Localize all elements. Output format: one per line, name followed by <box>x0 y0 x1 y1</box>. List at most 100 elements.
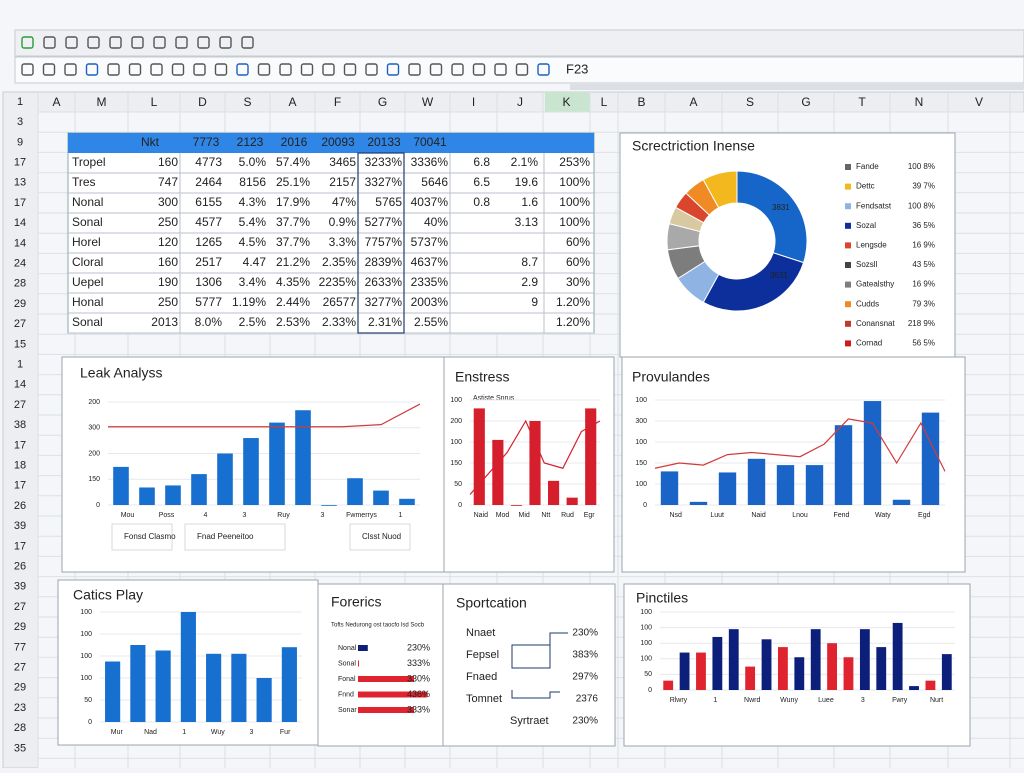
row-header[interactable]: 29 <box>14 621 26 633</box>
column-header[interactable]: S <box>746 95 754 109</box>
table-cell[interactable]: 3277% <box>365 295 403 309</box>
table-cell[interactable]: 3.13 <box>515 215 539 229</box>
table-cell[interactable]: 4637% <box>411 255 449 269</box>
tool-button[interactable] <box>64 63 77 76</box>
row-header[interactable]: 1 <box>17 359 23 371</box>
table-cell[interactable]: 2235% <box>319 275 357 289</box>
tool-button[interactable] <box>343 63 357 76</box>
row-header[interactable]: 3 <box>17 116 23 128</box>
row-header[interactable]: 17 <box>14 540 26 552</box>
table-cell[interactable]: 40% <box>424 215 448 229</box>
tool-button[interactable] <box>429 63 443 76</box>
table-cell[interactable]: 8156 <box>239 175 266 189</box>
table-cell[interactable]: Sonal <box>72 315 103 329</box>
table-cell[interactable]: 5.4% <box>239 215 267 229</box>
table-cell[interactable]: 2.55% <box>414 315 448 329</box>
tool-button[interactable] <box>171 63 185 76</box>
row-header[interactable]: 35 <box>14 742 26 754</box>
table-cell[interactable]: 253% <box>559 155 590 169</box>
table-cell[interactable]: Nonal <box>72 195 103 209</box>
row-header[interactable]: 39 <box>14 581 26 593</box>
tool-button[interactable] <box>408 63 421 76</box>
tool-button[interactable] <box>42 63 56 76</box>
row-header[interactable]: 24 <box>14 258 26 270</box>
row-header[interactable]: 18 <box>14 460 26 472</box>
table-cell[interactable]: 6.8 <box>473 155 490 169</box>
table-cell[interactable]: 120 <box>158 235 178 249</box>
table-cell[interactable]: 3233% <box>365 155 403 169</box>
table-cell[interactable]: 19.6 <box>515 175 539 189</box>
tool-button[interactable] <box>537 63 550 76</box>
row-header[interactable]: 17 <box>14 157 26 169</box>
table-cell[interactable]: 4.5% <box>239 235 267 249</box>
tool-button[interactable] <box>386 63 400 76</box>
row-header[interactable]: 15 <box>14 338 26 350</box>
table-cell[interactable]: 57.4% <box>276 155 310 169</box>
tool-button[interactable] <box>494 63 507 76</box>
row-header[interactable]: 77 <box>14 641 26 653</box>
row-header[interactable]: 27 <box>14 318 26 330</box>
row-header[interactable]: 17 <box>14 439 26 451</box>
tool-button[interactable] <box>87 36 100 49</box>
tool-button[interactable] <box>236 63 249 76</box>
column-header[interactable]: K <box>562 95 570 109</box>
row-header[interactable]: 26 <box>14 561 26 573</box>
table-cell[interactable]: 25.1% <box>276 175 310 189</box>
table-cell[interactable]: 2633% <box>365 275 403 289</box>
table-cell[interactable]: Uepel <box>72 275 103 289</box>
table-cell[interactable]: 6.5 <box>473 175 490 189</box>
tool-button[interactable] <box>472 63 486 76</box>
table-cell[interactable]: 30% <box>566 275 590 289</box>
table-cell[interactable]: 60% <box>566 235 590 249</box>
tool-button[interactable] <box>109 36 122 49</box>
table-cell[interactable]: 5765 <box>375 195 402 209</box>
table-cell[interactable]: 160 <box>158 255 178 269</box>
table-cell[interactable]: 2013 <box>151 315 178 329</box>
table-cell[interactable]: 0.9% <box>329 215 357 229</box>
table-cell[interactable]: 250 <box>158 215 178 229</box>
column-header[interactable]: A <box>689 95 697 109</box>
table-cell[interactable]: 2517 <box>195 255 222 269</box>
table-cell[interactable]: 3336% <box>411 155 449 169</box>
tool-button[interactable] <box>128 63 142 76</box>
row-header[interactable]: 38 <box>14 419 26 431</box>
row-header[interactable]: 29 <box>14 682 26 694</box>
table-cell[interactable]: 1306 <box>195 275 222 289</box>
column-header[interactable]: A <box>288 95 296 109</box>
table-cell[interactable]: 4037% <box>411 195 449 209</box>
table-cell[interactable]: 21.2% <box>276 255 310 269</box>
row-header[interactable]: 39 <box>14 520 26 532</box>
table-cell[interactable]: 26577 <box>323 295 357 309</box>
table-cell[interactable]: 2464 <box>195 175 222 189</box>
table-cell[interactable]: 2.35% <box>322 255 356 269</box>
tool-button[interactable] <box>451 63 464 76</box>
column-header[interactable]: I <box>472 95 475 109</box>
table-cell[interactable]: 4.35% <box>276 275 310 289</box>
tool-button[interactable] <box>365 63 378 76</box>
table-cell[interactable]: 7757% <box>365 235 403 249</box>
column-header[interactable]: T <box>858 95 866 109</box>
table-cell[interactable]: 4773 <box>195 155 222 169</box>
table-cell[interactable]: 2335% <box>411 275 449 289</box>
table-cell[interactable]: 2157 <box>329 175 356 189</box>
row-header[interactable]: 27 <box>14 662 26 674</box>
column-header[interactable]: M <box>97 95 107 109</box>
table-cell[interactable]: Honal <box>72 295 103 309</box>
tool-button[interactable] <box>279 63 292 76</box>
tool-button[interactable] <box>175 36 188 49</box>
row-header[interactable]: 27 <box>14 601 26 613</box>
tool-button[interactable] <box>300 63 314 76</box>
table-cell[interactable]: 2.33% <box>322 315 356 329</box>
tool-button[interactable] <box>85 63 99 76</box>
table-cell[interactable]: 100% <box>559 215 590 229</box>
row-header[interactable]: 13 <box>14 177 26 189</box>
table-cell[interactable]: 5.0% <box>239 155 267 169</box>
table-cell[interactable]: 3.3% <box>329 235 357 249</box>
row-header[interactable]: 14 <box>14 217 26 229</box>
column-header[interactable]: N <box>915 95 924 109</box>
table-cell[interactable]: 17.9% <box>276 195 310 209</box>
table-cell[interactable]: 0.8 <box>473 195 490 209</box>
tool-button[interactable] <box>43 36 56 49</box>
tool-button[interactable] <box>241 36 254 49</box>
column-header[interactable]: L <box>151 95 158 109</box>
